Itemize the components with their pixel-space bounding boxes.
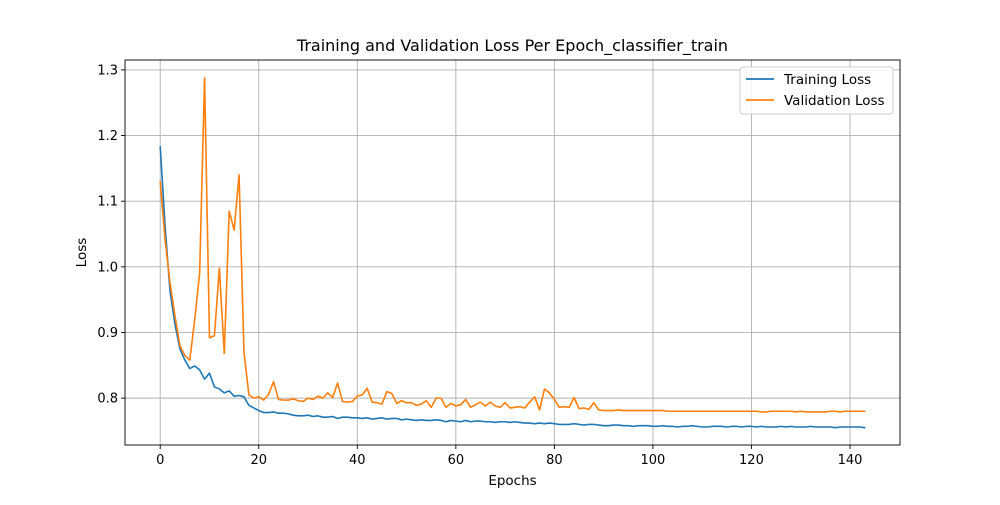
y-tick-label: 0.9	[97, 326, 118, 341]
y-tick-label: 1.1	[97, 195, 118, 210]
legend-label-training-loss: Training Loss	[783, 72, 871, 88]
y-tick-label: 1.2	[97, 129, 118, 144]
x-tick-label: 100	[641, 453, 666, 468]
y-tick-label: 0.8	[97, 392, 118, 407]
legend-label-validation-loss: Validation Loss	[784, 93, 885, 109]
y-axis-ticks: 0.8 0.9 1.0 1.1 1.2 1.3	[97, 63, 125, 407]
legend-frame	[739, 66, 894, 115]
x-tick-label: 20	[250, 453, 267, 468]
x-tick-label: 40	[349, 453, 366, 468]
x-tick-label: 0	[156, 453, 164, 468]
legend: Training Loss Validation Loss	[739, 66, 894, 115]
y-axis-label: Loss	[74, 238, 90, 268]
y-tick-label: 1.0	[97, 260, 118, 275]
x-axis-label: Epochs	[488, 473, 536, 489]
series-group	[159, 76, 866, 429]
x-tick-label: 140	[838, 453, 863, 468]
x-tick-label: 80	[546, 453, 563, 468]
x-tick-label: 60	[448, 453, 465, 468]
x-axis-ticks: 0 20 40 60 80 100 120 140	[156, 445, 862, 468]
x-tick-label: 120	[739, 453, 764, 468]
validation-loss-line	[159, 76, 866, 413]
plot-area-frame	[124, 59, 901, 446]
chart-title: Training and Validation Loss Per Epoch_c…	[296, 36, 728, 56]
y-tick-label: 1.3	[97, 63, 118, 78]
training-loss-line	[159, 145, 866, 429]
axes	[124, 59, 901, 446]
